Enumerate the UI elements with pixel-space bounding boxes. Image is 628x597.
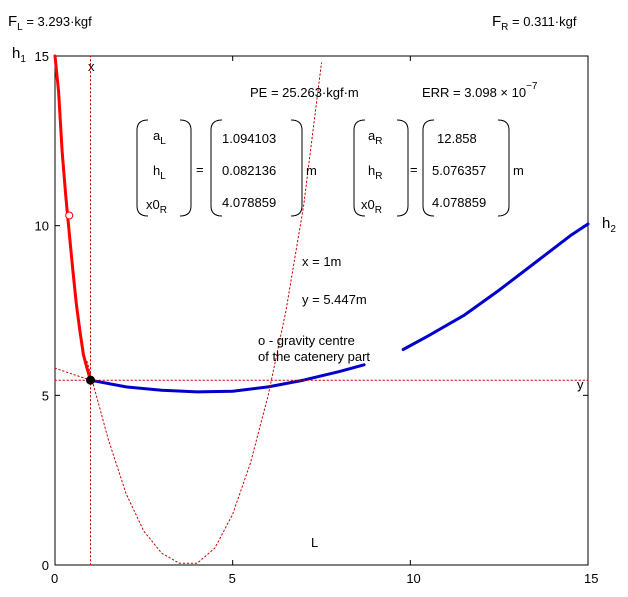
- y-tick-label: 0: [42, 558, 49, 573]
- series-solid-blue: [401, 222, 590, 351]
- right-var-paren-open: [353, 119, 366, 217]
- h1-sub: 1: [20, 54, 26, 65]
- right-var-h: hR: [368, 163, 382, 182]
- right-var-h-sub: R: [375, 171, 382, 182]
- left-var-x0: x0R: [146, 197, 167, 216]
- h2-label: h2: [602, 215, 616, 235]
- left-unit: m: [306, 163, 317, 178]
- left-var-x0-main: x0: [146, 197, 160, 212]
- gravity-note-line2: of the catenery part: [258, 349, 370, 364]
- series-dotted-diagonal: [54, 367, 91, 381]
- right-var-paren-close: [396, 119, 409, 217]
- left-var-h-sub: L: [160, 171, 166, 182]
- y-marker-label: y: [577, 377, 584, 392]
- pe-text: PE = 25.263·kgf·m: [250, 85, 359, 100]
- left-var-h-main: h: [153, 163, 160, 178]
- left-var-x0-sub: R: [160, 205, 167, 216]
- right-unit: m: [513, 163, 524, 178]
- right-val-a: 12.858: [437, 131, 477, 146]
- right-var-x0: x0R: [361, 197, 382, 216]
- junction-point: [86, 375, 96, 385]
- right-val-paren-close: [497, 119, 510, 217]
- right-var-h-main: h: [368, 163, 375, 178]
- right-val-x0: 4.078859: [432, 195, 486, 210]
- x-tick-label: 0: [51, 571, 58, 586]
- force-right-value: = 0.311·kgf: [508, 14, 576, 29]
- left-val-paren-open: [210, 119, 223, 217]
- series-dotted-parabola: [86, 62, 322, 564]
- force-left-main: F: [8, 13, 17, 30]
- left-var-a: aL: [153, 128, 166, 147]
- err-exponent: −7: [526, 81, 538, 92]
- y-tick-label: 15: [35, 49, 49, 64]
- y-tick-label: 5: [42, 388, 49, 403]
- h2-sub: 2: [610, 224, 616, 235]
- right-eq-sign: =: [410, 162, 418, 177]
- force-left-label: FL = 3.293·kgf: [8, 13, 92, 33]
- h1-main: h: [12, 45, 20, 62]
- left-var-a-sub: L: [160, 136, 166, 147]
- force-left-sub: L: [17, 22, 23, 33]
- x-value-text: x = 1m: [302, 254, 341, 269]
- x-tick-label: 5: [229, 571, 236, 586]
- y-value-text: y = 5.447m: [302, 292, 367, 307]
- chart-points: [65, 211, 96, 385]
- left-var-paren-close: [179, 119, 192, 217]
- right-matrix: aR hR x0R = 12.858 5.076357 4.078859 m: [353, 119, 524, 217]
- left-matrix: aL hL x0R = 1.094103 0.082136 4.078859 m: [136, 119, 317, 217]
- left-eq-sign: =: [196, 162, 204, 177]
- left-val-h: 0.082136: [222, 163, 276, 178]
- series-solid-red: [53, 54, 92, 382]
- h2-main: h: [602, 215, 610, 232]
- left-var-h: hL: [153, 163, 166, 182]
- right-var-a: aR: [368, 128, 382, 147]
- left-val-paren-close: [290, 119, 303, 217]
- y-tick-label: 10: [35, 219, 49, 234]
- x-marker-label: x: [88, 59, 95, 74]
- plot-frame: [54, 55, 589, 566]
- axis-ticks: 0 5 10 15 0 5 10 15: [35, 49, 599, 586]
- span-L-label: L: [311, 535, 318, 550]
- force-right-main: F: [492, 13, 501, 30]
- right-var-x0-main: x0: [361, 197, 375, 212]
- right-var-a-main: a: [368, 128, 376, 143]
- gravity-centre-point: [65, 211, 74, 220]
- right-var-x0-sub: R: [375, 205, 382, 216]
- err-base: ERR = 3.098 × 10: [422, 85, 526, 100]
- right-var-a-sub: R: [375, 136, 382, 147]
- left-var-paren-open: [136, 119, 149, 217]
- x-tick-label: 10: [406, 571, 420, 586]
- force-left-value: = 3.293·kgf: [23, 14, 92, 29]
- h1-label: h1: [12, 45, 26, 65]
- left-var-a-main: a: [153, 128, 161, 143]
- force-right-sub: R: [501, 22, 508, 33]
- force-right-label: FR = 0.311·kgf: [492, 13, 577, 33]
- left-val-x0: 4.078859: [222, 195, 276, 210]
- x-tick-label: 15: [584, 571, 598, 586]
- left-val-a: 1.094103: [222, 131, 276, 146]
- right-val-paren-open: [422, 119, 435, 217]
- err-text: ERR = 3.098 × 10−7: [422, 81, 538, 100]
- gravity-note-line1: o - gravity centre: [258, 333, 355, 348]
- chart-lines: [53, 54, 590, 566]
- series-solid-blue: [89, 363, 366, 394]
- right-val-h: 5.076357: [432, 163, 486, 178]
